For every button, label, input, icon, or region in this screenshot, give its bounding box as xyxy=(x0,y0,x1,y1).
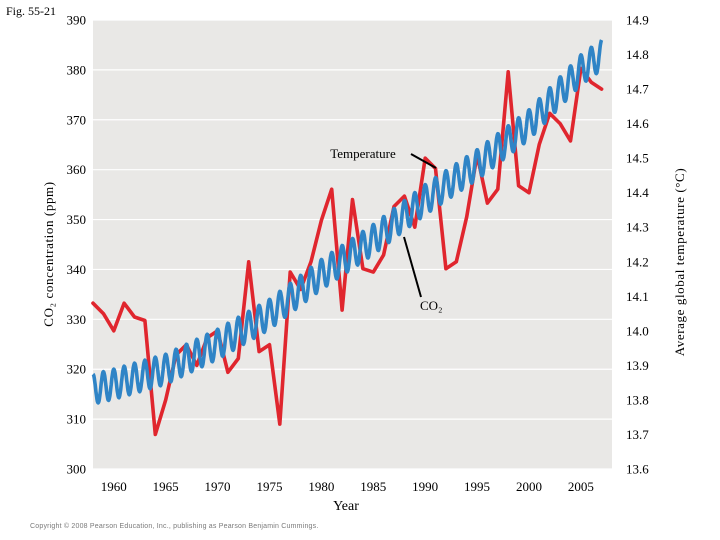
y2-tick-label: 14.3 xyxy=(626,220,649,235)
co2-leader-line xyxy=(403,236,422,298)
x-tick-label: 1960 xyxy=(101,479,127,494)
series-layer xyxy=(91,38,604,437)
x-tick-label: 1970 xyxy=(205,479,231,494)
co2-series-line xyxy=(91,38,604,405)
x-tick-label: 1995 xyxy=(464,479,490,494)
y-tick-label: 310 xyxy=(67,412,87,427)
x-axis-tick-labels: 1960 1965 1970 1975 1980 1985 1990 1995 2000 2005 xyxy=(101,479,594,494)
y-tick-label: 300 xyxy=(67,462,87,477)
y2-tick-label: 14.0 xyxy=(626,323,649,338)
x-tick-label: 1980 xyxy=(308,479,334,494)
co2-annotation-label: CO₂ xyxy=(420,298,443,313)
copyright-notice: Copyright © 2008 Pearson Education, Inc.… xyxy=(30,523,319,530)
x-tick-label: 1975 xyxy=(256,479,282,494)
y-tick-label: 330 xyxy=(67,312,87,327)
y2-axis-title: Average global temperature (°C) xyxy=(672,168,687,357)
y2-tick-label: 14.8 xyxy=(626,47,649,62)
y2-tick-label: 14.4 xyxy=(626,185,649,200)
y-tick-label: 370 xyxy=(67,112,87,127)
y2-tick-label: 14.5 xyxy=(626,151,649,166)
y-tick-label: 340 xyxy=(67,262,87,277)
temperature-leader-line xyxy=(410,153,437,169)
y-axis-tick-labels: 300 310 320 330 340 350 360 370 380 390 xyxy=(67,13,87,477)
y2-tick-label: 13.7 xyxy=(626,427,649,442)
y2-tick-label: 13.8 xyxy=(626,392,649,407)
annotations: Temperature CO₂ xyxy=(330,146,442,313)
y-tick-label: 360 xyxy=(67,162,87,177)
x-axis-title: Year xyxy=(333,499,359,514)
x-tick-label: 1985 xyxy=(360,479,386,494)
y-tick-label: 390 xyxy=(67,13,87,28)
y2-tick-label: 14.2 xyxy=(626,254,649,269)
y2-tick-label: 13.9 xyxy=(626,358,649,373)
x-tick-label: 2000 xyxy=(516,479,542,494)
y2-axis-tick-labels: 13.6 13.7 13.8 13.9 14.0 14.1 14.2 14.3 14.4 14.5… xyxy=(626,13,649,477)
x-tick-label: 2005 xyxy=(568,479,594,494)
temperature-annotation-label: Temperature xyxy=(330,146,396,161)
y2-tick-label: 14.1 xyxy=(626,289,649,304)
y-axis-title: CO₂ concentration (ppm) xyxy=(41,181,56,326)
y-tick-label: 380 xyxy=(67,62,87,77)
y-tick-label: 350 xyxy=(67,212,87,227)
y2-tick-label: 14.6 xyxy=(626,116,649,131)
y2-tick-label: 14.7 xyxy=(626,82,649,97)
y-tick-label: 320 xyxy=(67,362,87,377)
y2-tick-label: 13.6 xyxy=(626,462,649,477)
x-tick-label: 1965 xyxy=(153,479,179,494)
figure-label: Fig. 55-21 xyxy=(6,4,57,18)
x-tick-label: 1990 xyxy=(412,479,438,494)
y2-tick-label: 14.9 xyxy=(626,13,649,28)
